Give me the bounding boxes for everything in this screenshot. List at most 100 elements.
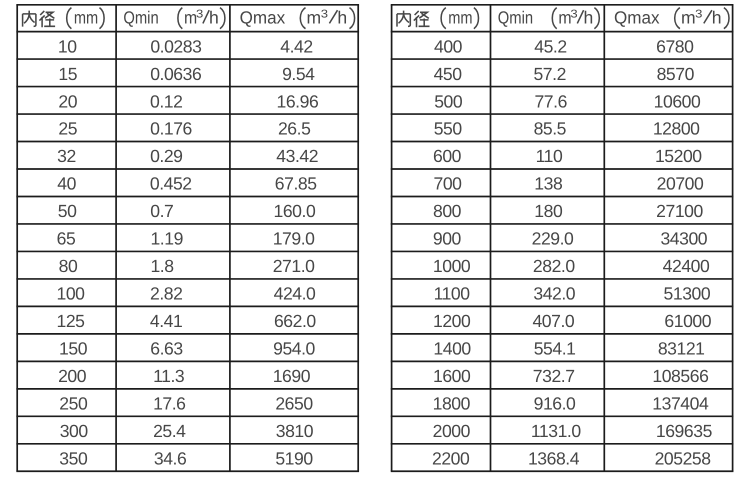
svg-text:43.42: 43.42 bbox=[276, 146, 318, 166]
svg-text:1.19: 1.19 bbox=[150, 229, 182, 249]
svg-text:350: 350 bbox=[59, 449, 88, 469]
svg-text:0.176: 0.176 bbox=[150, 119, 192, 139]
svg-text:4.41: 4.41 bbox=[150, 311, 182, 331]
svg-text:110: 110 bbox=[536, 146, 563, 166]
svg-text:27100: 27100 bbox=[656, 201, 703, 221]
svg-text:25: 25 bbox=[58, 119, 77, 139]
svg-text:0.12: 0.12 bbox=[150, 91, 182, 111]
svg-text:34300: 34300 bbox=[660, 229, 707, 249]
svg-text:800: 800 bbox=[433, 201, 462, 221]
svg-text:1100: 1100 bbox=[434, 284, 471, 304]
svg-text:42400: 42400 bbox=[663, 256, 710, 276]
svg-text:8570: 8570 bbox=[657, 64, 695, 84]
svg-text:1600: 1600 bbox=[433, 366, 471, 386]
svg-text:229.0: 229.0 bbox=[532, 229, 574, 249]
svg-text:6.63: 6.63 bbox=[150, 339, 183, 359]
svg-text:2200: 2200 bbox=[432, 449, 470, 469]
svg-text:34.6: 34.6 bbox=[154, 449, 187, 469]
svg-text:900: 900 bbox=[433, 229, 462, 249]
svg-text:m: m bbox=[558, 8, 571, 28]
svg-text:3: 3 bbox=[570, 8, 577, 20]
svg-text:250: 250 bbox=[59, 394, 88, 414]
svg-text:h: h bbox=[583, 8, 593, 28]
svg-text:179.0: 179.0 bbox=[273, 229, 315, 249]
svg-text:1690: 1690 bbox=[273, 366, 311, 386]
svg-text:407.0: 407.0 bbox=[532, 311, 574, 331]
svg-text:169635: 169635 bbox=[656, 421, 713, 441]
svg-text:150: 150 bbox=[59, 339, 88, 359]
svg-text:700: 700 bbox=[433, 174, 462, 194]
svg-text:80: 80 bbox=[59, 256, 78, 276]
svg-text:1000: 1000 bbox=[433, 256, 471, 276]
svg-text:mm: mm bbox=[448, 8, 472, 28]
svg-text:26.5: 26.5 bbox=[278, 119, 311, 139]
svg-text:732.7: 732.7 bbox=[533, 366, 575, 386]
svg-text:h: h bbox=[209, 8, 219, 28]
svg-text:45.2: 45.2 bbox=[534, 36, 566, 56]
svg-text:3: 3 bbox=[695, 8, 702, 20]
svg-text:3: 3 bbox=[196, 8, 203, 20]
svg-text:mm: mm bbox=[74, 8, 98, 28]
svg-text:554.1: 554.1 bbox=[534, 339, 576, 359]
svg-text:3: 3 bbox=[321, 8, 328, 20]
svg-text:0.7: 0.7 bbox=[150, 201, 173, 221]
svg-text:5190: 5190 bbox=[275, 449, 313, 469]
svg-text:1.8: 1.8 bbox=[150, 256, 174, 276]
svg-text:180: 180 bbox=[534, 201, 563, 221]
svg-text:10600: 10600 bbox=[654, 91, 701, 111]
svg-text:125: 125 bbox=[56, 311, 85, 331]
svg-text:450: 450 bbox=[434, 64, 463, 84]
svg-text:2650: 2650 bbox=[275, 394, 313, 414]
svg-text:51300: 51300 bbox=[664, 284, 711, 304]
svg-text:0.29: 0.29 bbox=[150, 146, 182, 166]
svg-text:2000: 2000 bbox=[433, 421, 471, 441]
svg-text:1368.4: 1368.4 bbox=[528, 449, 580, 469]
svg-text:25.4: 25.4 bbox=[153, 421, 186, 441]
svg-text:h: h bbox=[712, 8, 722, 28]
svg-text:12800: 12800 bbox=[653, 119, 700, 139]
svg-text:600: 600 bbox=[433, 146, 462, 166]
svg-text:m: m bbox=[681, 8, 696, 28]
svg-text:32: 32 bbox=[57, 146, 76, 166]
svg-text:Qmax: Qmax bbox=[614, 8, 660, 28]
svg-text:Qmax: Qmax bbox=[240, 8, 286, 28]
svg-text:83121: 83121 bbox=[658, 339, 705, 359]
svg-text:1200: 1200 bbox=[433, 311, 471, 331]
svg-text:9.54: 9.54 bbox=[282, 64, 315, 84]
svg-text:271.0: 271.0 bbox=[273, 256, 315, 276]
svg-text:100: 100 bbox=[56, 284, 85, 304]
svg-text:40: 40 bbox=[57, 174, 76, 194]
svg-text:16.96: 16.96 bbox=[277, 91, 319, 111]
svg-text:15: 15 bbox=[58, 64, 77, 84]
svg-text:1800: 1800 bbox=[433, 394, 471, 414]
svg-text:65: 65 bbox=[57, 229, 76, 249]
svg-text:916.0: 916.0 bbox=[534, 394, 576, 414]
svg-text:0.0636: 0.0636 bbox=[150, 64, 202, 84]
svg-text:4.42: 4.42 bbox=[280, 36, 312, 56]
svg-text:1400: 1400 bbox=[433, 339, 471, 359]
svg-text:400: 400 bbox=[434, 36, 463, 56]
svg-text:500: 500 bbox=[434, 91, 463, 111]
svg-text:662.0: 662.0 bbox=[274, 311, 316, 331]
svg-text:m: m bbox=[184, 8, 197, 28]
svg-text:0.0283: 0.0283 bbox=[150, 36, 202, 56]
svg-text:6780: 6780 bbox=[656, 36, 694, 56]
svg-text:160.0: 160.0 bbox=[274, 201, 316, 221]
svg-text:10: 10 bbox=[58, 36, 77, 56]
svg-text:20700: 20700 bbox=[657, 174, 704, 194]
svg-text:85.5: 85.5 bbox=[534, 119, 567, 139]
svg-text:342.0: 342.0 bbox=[533, 284, 575, 304]
svg-text:h: h bbox=[337, 8, 347, 28]
svg-text:0.452: 0.452 bbox=[150, 174, 192, 194]
svg-text:20: 20 bbox=[58, 91, 77, 111]
svg-text:954.0: 954.0 bbox=[273, 339, 315, 359]
svg-text:2.82: 2.82 bbox=[150, 284, 182, 304]
svg-text:11.3: 11.3 bbox=[153, 366, 185, 386]
svg-text:205258: 205258 bbox=[655, 449, 712, 469]
svg-text:550: 550 bbox=[434, 119, 463, 139]
svg-text:67.85: 67.85 bbox=[275, 174, 317, 194]
svg-text:300: 300 bbox=[60, 421, 89, 441]
svg-text:50: 50 bbox=[58, 201, 77, 221]
svg-text:61000: 61000 bbox=[664, 311, 711, 331]
svg-text:Qmin: Qmin bbox=[498, 8, 533, 28]
